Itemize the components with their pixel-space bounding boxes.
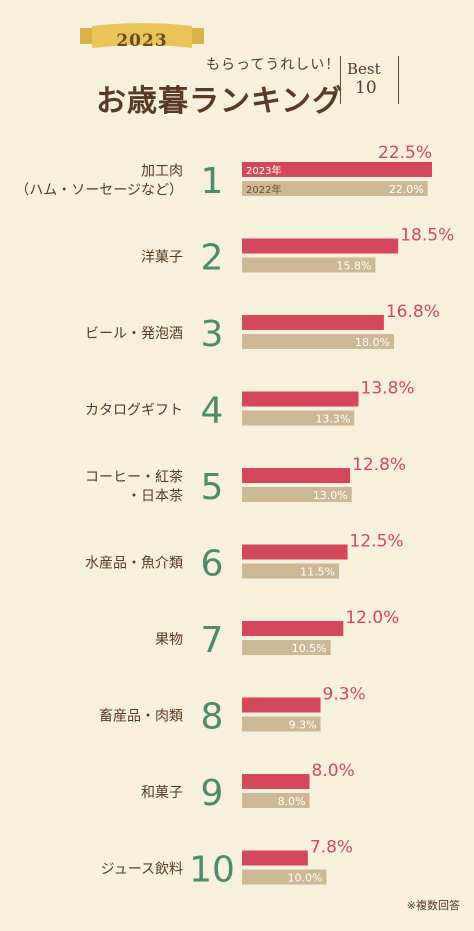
rank-number: 5 xyxy=(201,467,224,508)
value-label-2022: 15.8% xyxy=(336,260,371,273)
bar-2023 xyxy=(242,774,310,789)
bar-2022 xyxy=(242,640,331,655)
value-label-2023: 12.5% xyxy=(350,532,404,552)
page-title: お歳暮ランキング xyxy=(96,84,344,119)
category-label: ジュース飲料 xyxy=(101,862,183,878)
bar-2022 xyxy=(242,563,340,579)
value-label-2023: 9.3% xyxy=(323,685,366,705)
value-label-2022: 18.0% xyxy=(355,336,390,349)
category-label: 畜産品・肉類 xyxy=(99,709,183,725)
bar-2022 xyxy=(242,716,321,732)
footnote: ※複数回答 xyxy=(406,899,460,912)
category-label: ・日本茶 xyxy=(127,489,183,505)
value-label-2022: 9.3% xyxy=(289,719,317,732)
rank-number: 9 xyxy=(201,773,224,814)
bar-2023 xyxy=(242,162,432,177)
divider xyxy=(340,56,341,104)
value-label-2023: 7.8% xyxy=(310,838,353,858)
category-label: カタログギフト xyxy=(85,403,183,419)
series-label-2023: 2023年 xyxy=(246,164,281,177)
value-label-2022: 8.0% xyxy=(278,795,306,808)
bar-2023 xyxy=(242,621,344,636)
bar-2022 xyxy=(242,793,310,808)
rank-number: 3 xyxy=(201,314,224,355)
bar-2023 xyxy=(242,850,308,866)
rank-number: 8 xyxy=(201,697,224,738)
best-label: Best xyxy=(347,60,381,78)
value-label-2022: 10.0% xyxy=(287,872,322,885)
bar-2023 xyxy=(242,468,351,483)
divider xyxy=(398,56,399,104)
series-label-2022: 2022年 xyxy=(246,183,281,196)
tagline: もらってうれしい！ xyxy=(206,57,341,73)
bar-2023 xyxy=(242,697,321,713)
rank-number: 4 xyxy=(201,391,224,432)
bar-2022 xyxy=(242,257,376,273)
rank-number: 7 xyxy=(201,620,224,661)
bar-2022 xyxy=(242,869,327,885)
best-number: 10 xyxy=(355,78,377,98)
bar-2023 xyxy=(242,315,384,330)
value-label-2023: 18.5% xyxy=(400,226,454,246)
category-label: コーヒー・紅茶 xyxy=(85,470,183,486)
bar-2022 xyxy=(242,410,355,426)
year-badge: 2023 xyxy=(116,31,168,51)
value-label-2023: 12.0% xyxy=(345,608,399,628)
value-label-2023: 22.5% xyxy=(378,143,432,163)
bar-2023 xyxy=(242,391,359,407)
value-label-2022: 13.0% xyxy=(313,489,348,502)
value-label-2023: 12.8% xyxy=(352,455,406,475)
rank-number: 2 xyxy=(201,238,224,279)
bar-2022 xyxy=(242,181,428,196)
bar-2022 xyxy=(242,487,352,502)
rank-number: 10 xyxy=(189,850,235,891)
value-label-2022: 10.5% xyxy=(292,642,327,655)
value-label-2023: 16.8% xyxy=(386,302,440,322)
category-label: （ハム・ソーセージなど） xyxy=(15,183,183,199)
rank-number: 6 xyxy=(201,544,224,585)
bar-2022 xyxy=(242,334,394,349)
year-ribbon-icon xyxy=(80,23,204,48)
value-label-2022: 13.3% xyxy=(315,413,350,426)
category-label: 和菓子 xyxy=(141,785,183,801)
category-label: 加工肉 xyxy=(141,164,183,180)
category-label: 果物 xyxy=(155,632,183,648)
value-label-2023: 13.8% xyxy=(361,379,415,399)
category-label: 水産品・魚介類 xyxy=(85,556,183,572)
bar-2023 xyxy=(242,238,399,254)
value-label-2022: 11.5% xyxy=(300,566,335,579)
bar-2023 xyxy=(242,544,348,560)
value-label-2022: 22.0% xyxy=(389,183,424,196)
rank-number: 1 xyxy=(201,161,224,202)
value-label-2023: 8.0% xyxy=(312,761,355,781)
category-label: 洋菓子 xyxy=(141,250,183,266)
category-label: ビール・発泡酒 xyxy=(85,326,183,342)
